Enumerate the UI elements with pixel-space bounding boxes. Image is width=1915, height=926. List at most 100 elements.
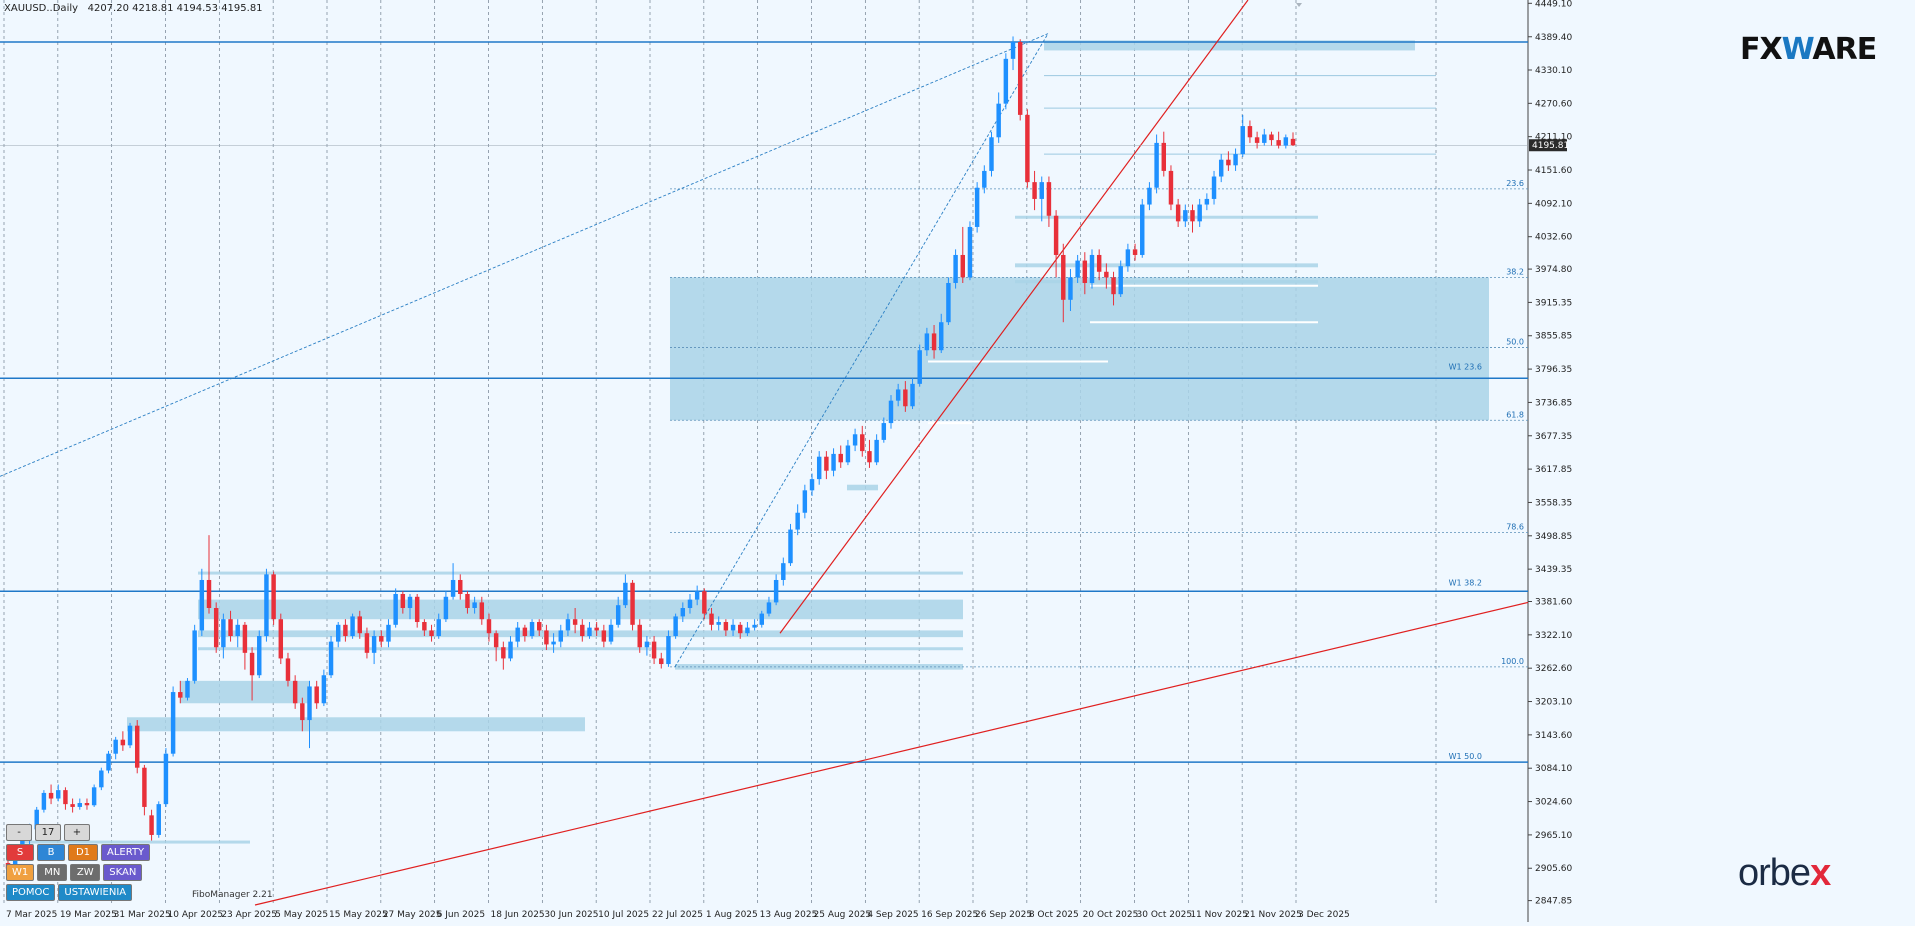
- sell-button[interactable]: S: [6, 844, 34, 861]
- candle-body: [77, 803, 83, 807]
- buy-button[interactable]: B: [37, 844, 65, 861]
- increase-button[interactable]: +: [64, 824, 90, 841]
- candle-body: [953, 254, 958, 283]
- candle-body: [1104, 271, 1109, 278]
- candle-body: [156, 804, 161, 835]
- candle-body: [335, 624, 341, 642]
- candle-body: [1226, 159, 1231, 166]
- timeframe-mn-button[interactable]: MN: [37, 864, 68, 881]
- candle-body: [565, 619, 571, 631]
- candle-body: [328, 641, 334, 676]
- help-button[interactable]: POMOC: [6, 884, 56, 901]
- x-tick-label: 3 Dec 2025: [1298, 910, 1350, 920]
- candle-body: [1175, 204, 1181, 222]
- timeframe-w1-button[interactable]: W1: [6, 864, 35, 881]
- candle-body: [493, 633, 499, 648]
- candle-body: [1025, 114, 1030, 183]
- candle-body: [860, 434, 865, 452]
- candle-body: [407, 596, 413, 609]
- candle-body: [278, 619, 284, 659]
- y-tick-label: 3617.85: [1535, 465, 1572, 475]
- candle-body: [989, 137, 994, 171]
- x-tick-label: 22 Jul 2025: [652, 910, 703, 920]
- scroll-marker: [1296, 3, 1302, 7]
- weekly-level-label: W1 23.6: [1449, 363, 1482, 372]
- timeframe-d1-button[interactable]: D1: [68, 844, 98, 861]
- candle-body: [1211, 176, 1217, 199]
- y-tick-label: 2905.60: [1535, 864, 1572, 874]
- candle-body: [120, 739, 126, 746]
- x-tick-label: 20 Oct 2025: [1083, 910, 1139, 920]
- candle-body: [572, 619, 578, 625]
- y-tick-label: 4151.60: [1535, 166, 1572, 176]
- candle-body: [178, 692, 183, 698]
- y-tick-label: 3381.60: [1535, 598, 1572, 608]
- candle-body: [486, 619, 492, 634]
- candle-body: [1082, 260, 1088, 283]
- x-tick-label: 4 Sep 2025: [867, 910, 918, 920]
- candle-body: [702, 591, 707, 614]
- candle-body: [795, 512, 800, 530]
- candle-body: [242, 624, 248, 653]
- candle-body: [723, 622, 729, 631]
- candle-body: [1118, 266, 1123, 295]
- y-tick-label: 3439.35: [1535, 565, 1572, 575]
- candle-body: [48, 792, 54, 799]
- candle-body: [1061, 254, 1066, 300]
- alerts-button[interactable]: ALERTY: [101, 844, 151, 861]
- candle-body: [931, 333, 937, 351]
- candle-body: [285, 658, 291, 681]
- candle-body: [1147, 187, 1152, 205]
- candle-body: [924, 333, 930, 351]
- candle-body: [508, 641, 513, 659]
- candle-body: [816, 456, 822, 480]
- y-tick-label: 3736.85: [1535, 398, 1572, 408]
- x-tick-label: 6 Jun 2025: [437, 910, 485, 920]
- candle-body: [1254, 137, 1260, 143]
- x-tick-label: 5 May 2025: [275, 910, 328, 920]
- candle-body: [41, 792, 47, 810]
- price-zone: [847, 484, 878, 491]
- candle-body: [213, 608, 219, 648]
- y-tick-label: 2965.10: [1535, 831, 1572, 841]
- fib-level-label: 23.6: [1506, 179, 1524, 188]
- candle-body: [1269, 134, 1274, 141]
- zw-button[interactable]: ZW: [70, 864, 101, 881]
- candle-body: [393, 593, 398, 625]
- scan-button[interactable]: SKAN: [103, 864, 143, 881]
- candle-body: [450, 579, 456, 597]
- fibomanager-label: FiboManager 2.21: [192, 890, 273, 900]
- current-price-marker: [1529, 139, 1567, 152]
- candle-body: [623, 582, 628, 606]
- ohlc-values: 4207.20 4218.81 4194.53 4195.81: [87, 3, 263, 14]
- candle-body: [479, 602, 485, 620]
- candle-body: [206, 579, 212, 609]
- decrease-button[interactable]: -: [6, 824, 32, 841]
- y-tick-label: 3915.35: [1535, 298, 1572, 308]
- candle-body: [1046, 182, 1052, 216]
- y-tick-label: 3498.85: [1535, 532, 1572, 542]
- candle-body: [235, 624, 240, 637]
- candle-body: [580, 624, 585, 637]
- weekly-level-label: W1 38.2: [1449, 578, 1482, 587]
- candle-body: [1161, 142, 1167, 171]
- candle-body: [967, 226, 973, 278]
- candle-body: [465, 593, 470, 609]
- candle-body: [1218, 159, 1224, 177]
- candle-body: [615, 605, 621, 625]
- x-tick-label: 21 Nov 2025: [1244, 910, 1302, 920]
- x-tick-label: 25 Aug 2025: [814, 910, 872, 920]
- candle-body: [874, 439, 879, 463]
- price-zone: [1015, 263, 1318, 268]
- long-trend-line: [254, 601, 1529, 906]
- candle-body: [738, 624, 743, 634]
- candle-body: [257, 636, 262, 676]
- candle-body: [694, 591, 700, 600]
- settings-button[interactable]: USTAWIENIA: [58, 884, 133, 901]
- tool-panel: - 17 + S B D1 ALERTY W1 MN ZW SKAN POMOC…: [6, 824, 151, 904]
- count-field[interactable]: 17: [35, 824, 61, 841]
- candle-body: [458, 579, 463, 594]
- candle-body: [788, 529, 793, 564]
